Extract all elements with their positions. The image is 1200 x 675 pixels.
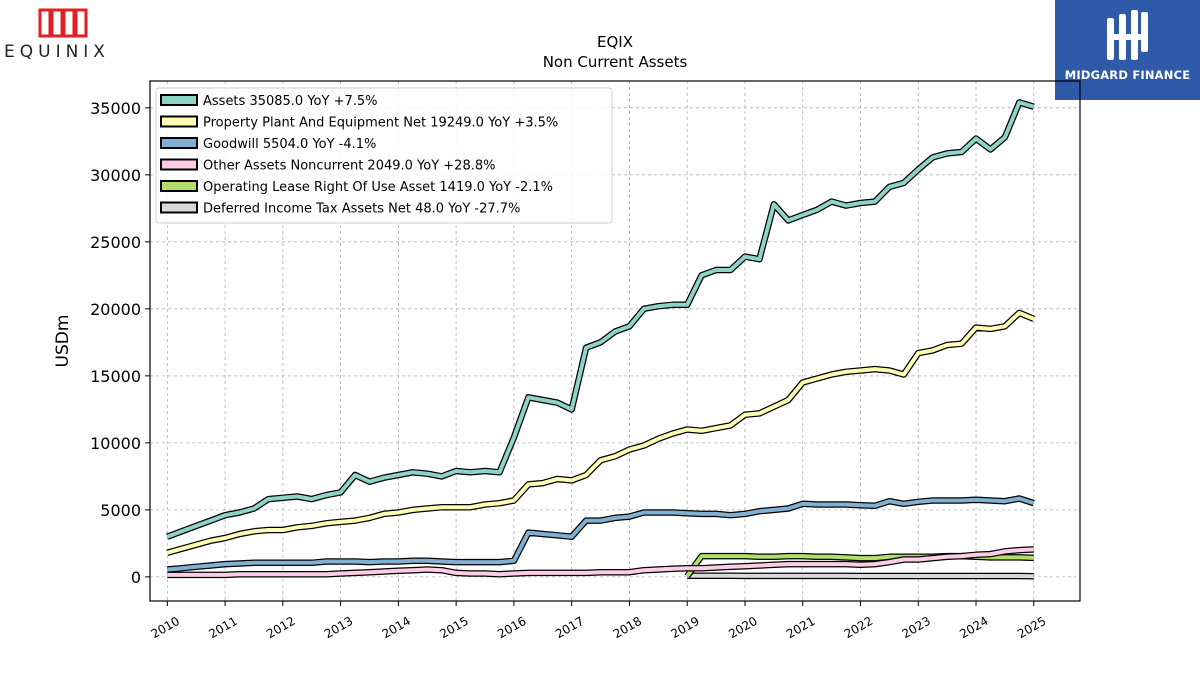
equinix-logo-text: EQUINIX	[4, 42, 110, 62]
plot-frame	[149, 80, 1081, 602]
x-tick-label: 2025	[1015, 614, 1048, 641]
x-tick-label: 2012	[264, 614, 297, 641]
x-tick-label: 2020	[726, 614, 759, 641]
legend: Assets 35085.0 YoY +7.5% Property Plant A…	[155, 87, 613, 224]
y-tick-label: 5000	[100, 501, 141, 520]
y-tick-label: 35000	[90, 99, 141, 118]
series-line	[166, 310, 1035, 555]
legend-swatch	[160, 115, 198, 128]
x-tick-label: 2023	[900, 614, 933, 641]
y-tick-label: 30000	[90, 166, 141, 185]
legend-label: Goodwill 5504.0 YoY -4.1%	[203, 137, 376, 152]
x-tick-label: 2018	[611, 614, 644, 641]
x-tick-label: 2011	[206, 614, 239, 641]
legend-swatch	[160, 180, 198, 192]
y-tick-label: 10000	[90, 434, 141, 453]
x-tick-label: 2022	[842, 614, 875, 641]
x-tick-label: 2021	[784, 614, 817, 641]
y-tick-label: 25000	[90, 233, 141, 252]
series-line	[167, 547, 1034, 577]
x-tick-label: 2019	[668, 614, 701, 641]
x-tick-label: 2015	[437, 614, 470, 641]
x-tick-label: 2013	[322, 614, 355, 641]
legend-box	[155, 87, 613, 224]
legend-swatch	[160, 94, 198, 106]
series-line	[167, 496, 1035, 572]
legend-swatch	[160, 158, 198, 171]
equinix-logo-mark	[38, 8, 88, 38]
series-group	[166, 99, 1036, 580]
legend-label: Deferred Income Tax Assets Net 48.0 YoY …	[203, 202, 520, 217]
x-tick-label: 2024	[957, 614, 990, 641]
chart-title: EQIX	[597, 33, 633, 51]
x-tick-label: 2017	[553, 614, 586, 641]
midgard-finance-logo: MIDGARD FINANCE	[1055, 0, 1200, 100]
legend-label: Other Assets Noncurrent 2049.0 YoY +28.8…	[203, 159, 495, 174]
legend-swatch	[160, 201, 198, 214]
series-line-outline	[166, 309, 1036, 556]
y-axis-label: USDm	[53, 315, 73, 368]
chart-subtitle: Non Current Assets	[542, 53, 688, 71]
y-tick-label: 20000	[90, 300, 141, 319]
x-tick-label: 2016	[495, 614, 528, 641]
x-tick-label: 2014	[380, 614, 413, 641]
midgard-logo-icon	[1107, 10, 1148, 60]
legend-label: Assets 35085.0 YoY +7.5%	[203, 94, 378, 109]
y-tick-label: 0	[131, 568, 141, 587]
legend-label: Property Plant And Equipment Net 19249.0…	[203, 116, 558, 131]
legend-swatch	[160, 137, 198, 149]
x-tick-label: 2010	[149, 614, 182, 641]
midgard-logo-text: MIDGARD FINANCE	[1064, 68, 1191, 82]
y-tick-label: 15000	[90, 367, 141, 386]
legend-label: Operating Lease Right Of Use Asset 1419.…	[203, 180, 553, 195]
series-line	[166, 100, 1035, 539]
